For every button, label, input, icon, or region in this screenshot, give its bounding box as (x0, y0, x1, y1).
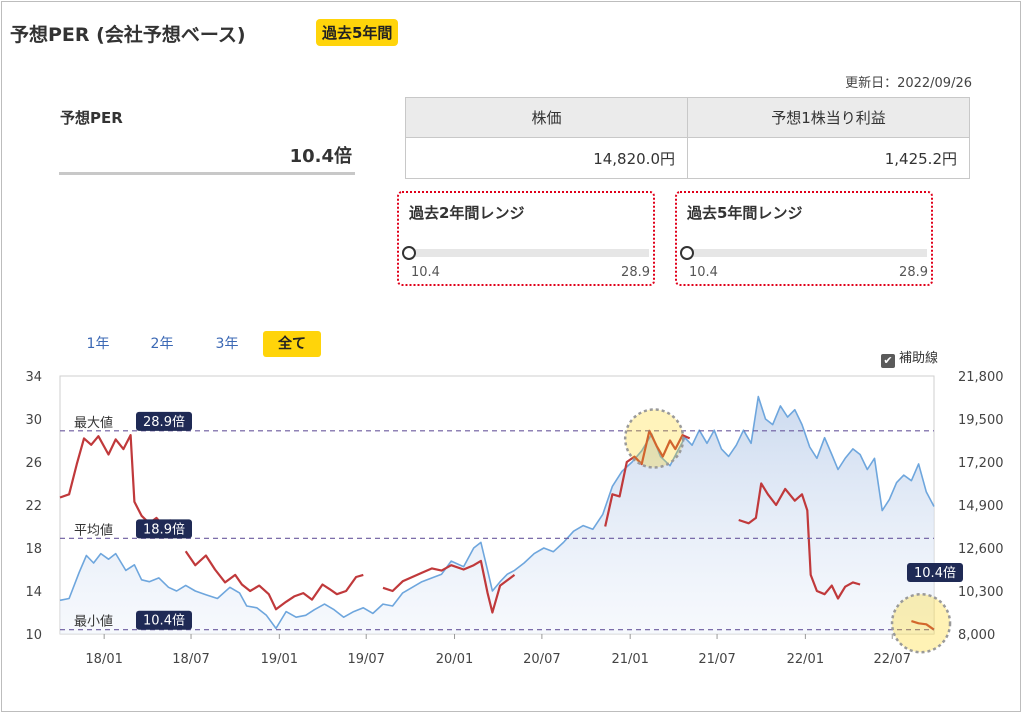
y-right-tick: 8,000 (958, 628, 995, 643)
eps-header: 予想1株当り利益 (687, 97, 970, 138)
tab-all[interactable]: 全て (263, 331, 321, 357)
tab-1y[interactable]: 1年 (86, 336, 110, 352)
reference-line-name: 平均値 (74, 522, 113, 538)
x-tick-label: 20/07 (523, 652, 560, 667)
per-underline (59, 172, 355, 175)
current-highlight-circle (890, 593, 952, 654)
per-line (738, 482, 861, 600)
range-2y-max: 28.9 (621, 265, 650, 280)
reference-tag (136, 411, 192, 431)
reference-tag-label: 10.4倍 (143, 614, 185, 629)
range-5y-track (682, 249, 927, 257)
range-5y-title: 過去5年間レンジ (687, 204, 803, 222)
range-5y-max: 28.9 (899, 265, 928, 280)
x-tick-label: 22/01 (787, 652, 824, 667)
reference-line-name: 最小値 (74, 614, 113, 630)
y-left-tick: 34 (25, 370, 42, 385)
price-line (59, 395, 935, 630)
eps-value: 1,425.2円 (687, 137, 970, 179)
price-area (60, 396, 934, 634)
x-tick-label: 18/07 (172, 652, 209, 667)
stock-price-header: 株価 (405, 97, 688, 138)
range-2y-min: 10.4 (411, 265, 440, 280)
checkbox-checked-icon[interactable]: ✔ (881, 354, 895, 368)
x-tick-label: 19/07 (347, 652, 384, 667)
stock-price-value: 14,820.0円 (405, 137, 688, 179)
auxiliary-line-toggle[interactable]: ✔ 補助線 (881, 347, 938, 368)
reference-tag-label: 28.9倍 (143, 415, 185, 430)
current-value-tag (907, 563, 963, 582)
reference-tag (136, 610, 192, 630)
x-tick-label: 20/01 (436, 652, 473, 667)
y-right-tick: 14,900 (958, 499, 1004, 514)
y-left-tick: 10 (25, 628, 42, 643)
per-label: 予想PER (60, 109, 123, 127)
y-left-tick: 14 (25, 585, 42, 600)
per-value: 10.4倍 (289, 146, 352, 167)
y-right-tick: 21,800 (958, 370, 1004, 385)
x-tick-label: 18/01 (85, 652, 122, 667)
period-badge: 過去5年間 (316, 19, 399, 46)
range-2y-title: 過去2年間レンジ (409, 204, 525, 222)
x-tick-label: 22/07 (874, 652, 911, 667)
tab-3y[interactable]: 3年 (215, 336, 239, 352)
y-right-tick: 12,600 (958, 542, 1004, 557)
x-tick-label: 19/01 (261, 652, 298, 667)
per-line (59, 434, 172, 528)
tab-2y[interactable]: 2年 (150, 336, 174, 352)
range-2y-track (404, 249, 649, 257)
y-right-tick: 17,200 (958, 456, 1004, 471)
y-left-tick: 26 (25, 456, 42, 471)
range-5y-marker (680, 246, 694, 260)
auxiliary-line-label: 補助線 (899, 351, 939, 366)
reference-line-name: 最大値 (74, 415, 113, 431)
reference-tag-label: 18.9倍 (143, 522, 185, 537)
page-title: 予想PER (会社予想ベース) (10, 24, 246, 46)
range-2y-marker (402, 246, 416, 260)
current-value-label: 10.4倍 (914, 566, 956, 581)
range-2y-box: 過去2年間レンジ 10.4 28.9 (397, 191, 655, 286)
stock-table: 株価 予想1株当り利益 14,820.0円 1,425.2円 (405, 97, 970, 179)
y-right-tick: 19,500 (958, 413, 1004, 428)
max-highlight-circle (623, 408, 685, 469)
x-tick-label: 21/01 (611, 652, 648, 667)
reference-tag (136, 519, 192, 539)
y-left-tick: 18 (25, 542, 42, 557)
x-tick-label: 21/07 (698, 652, 735, 667)
updated-date: 更新日：2022/09/26 (845, 76, 972, 91)
per-line (911, 620, 935, 631)
range-5y-min: 10.4 (689, 265, 718, 280)
y-left-tick: 22 (25, 499, 42, 514)
y-left-tick: 30 (25, 413, 42, 428)
range-5y-box: 過去5年間レンジ 10.4 28.9 (675, 191, 933, 286)
per-line (184, 550, 364, 611)
y-right-tick: 10,300 (958, 585, 1004, 600)
per-line (382, 559, 516, 614)
